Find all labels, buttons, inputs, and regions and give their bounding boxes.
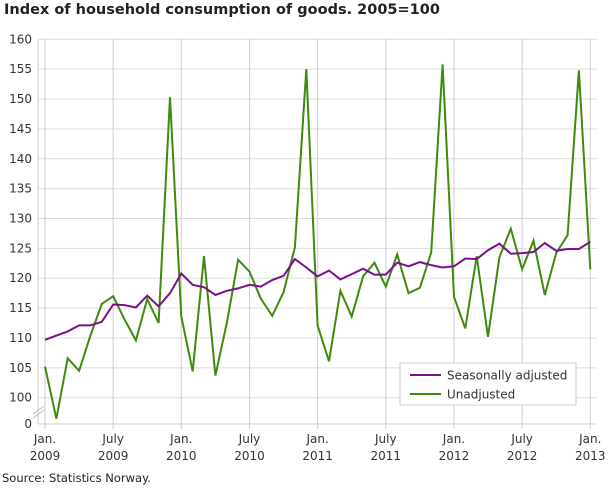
x-tick-label-year: 2010 [234, 449, 265, 463]
series-line-seasonally-adjusted [44, 240, 591, 341]
source-note: Source: Statistics Norway. [2, 471, 151, 485]
y-tick-label: 160 [9, 32, 32, 46]
x-tick-label-year: 2013 [575, 449, 606, 463]
x-tick-label-year: 2012 [507, 449, 538, 463]
y-tick-label: 110 [9, 331, 32, 345]
x-tick-label-year: 2011 [302, 449, 333, 463]
y-tick-label: 125 [9, 241, 32, 255]
x-tick-label-year: 2010 [166, 449, 197, 463]
x-tick-label-year: 2009 [98, 449, 129, 463]
y-tick-label: 100 [9, 391, 32, 405]
x-tick-label-month: July [374, 432, 397, 446]
y-tick-label: 155 [9, 62, 32, 76]
legend [399, 362, 577, 406]
x-tick-label-month: Jan. [33, 432, 56, 446]
x-tick-label-year: 2011 [371, 449, 402, 463]
x-tick-label-year: 2009 [30, 449, 61, 463]
y-tick-label: 0 [24, 417, 32, 431]
x-tick-label-month: Jan. [578, 432, 601, 446]
y-tick-label: 145 [9, 122, 32, 136]
y-tick-label: 115 [9, 301, 32, 315]
x-tick-label-month: July [101, 432, 124, 446]
y-tick-label: 135 [9, 182, 32, 196]
chart-title: Index of household consumption of goods.… [4, 2, 440, 18]
y-tick-label: 140 [9, 152, 32, 166]
axis-break-icon [32, 405, 45, 419]
y-tick-label: 120 [9, 271, 32, 285]
legend-label: Unadjusted [447, 388, 515, 402]
x-tick-label-month: July [238, 432, 261, 446]
series-line-unadjusted [44, 64, 592, 419]
y-tick-label: 105 [9, 361, 32, 375]
y-tick-label: 150 [9, 92, 32, 106]
y-tick-label: 130 [9, 212, 32, 226]
legend-label: Seasonally adjusted [447, 369, 567, 383]
x-tick-label-month: Jan. [169, 432, 192, 446]
x-tick-label-year: 2012 [439, 449, 470, 463]
x-tick-label-month: Jan. [442, 432, 465, 446]
x-tick-label-month: July [510, 432, 533, 446]
x-tick-label-month: Jan. [305, 432, 328, 446]
